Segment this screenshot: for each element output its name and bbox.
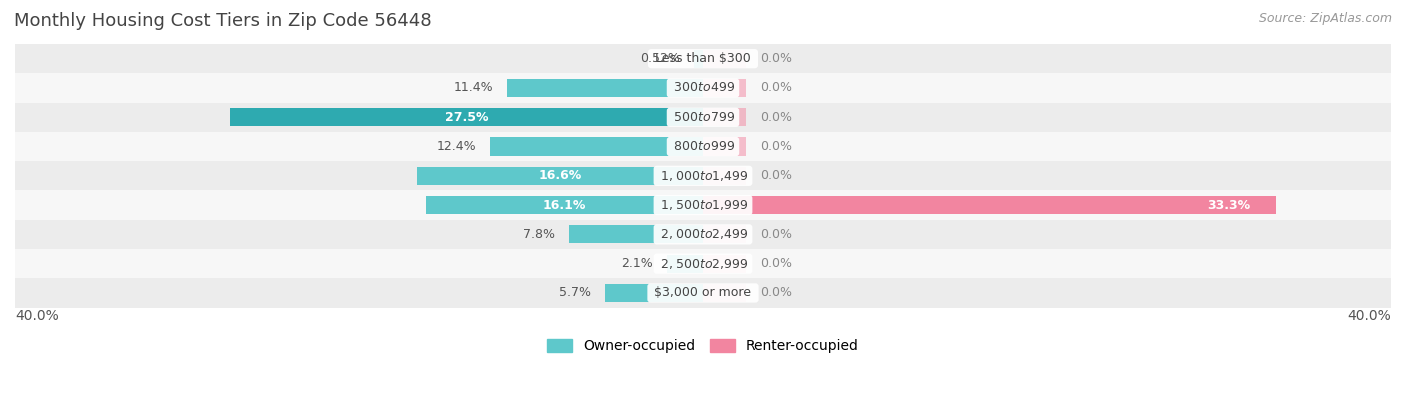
Text: 7.8%: 7.8% [523, 228, 555, 241]
Text: 0.52%: 0.52% [640, 52, 681, 65]
Bar [605, 284, 703, 302]
Bar [703, 79, 747, 97]
Text: 5.7%: 5.7% [560, 286, 591, 300]
Bar [703, 50, 747, 68]
Bar [15, 278, 1391, 308]
Text: Less than $300: Less than $300 [651, 52, 755, 65]
Bar [418, 167, 703, 185]
Text: Monthly Housing Cost Tiers in Zip Code 56448: Monthly Housing Cost Tiers in Zip Code 5… [14, 12, 432, 30]
Text: $2,500 to $2,999: $2,500 to $2,999 [657, 256, 749, 271]
Bar [703, 137, 747, 156]
Bar [489, 137, 703, 156]
Text: 33.3%: 33.3% [1206, 199, 1250, 212]
Text: $1,000 to $1,499: $1,000 to $1,499 [657, 169, 749, 183]
Bar [15, 73, 1391, 103]
Bar [703, 108, 747, 126]
Bar [15, 190, 1391, 220]
Text: 0.0%: 0.0% [759, 228, 792, 241]
Text: 0.0%: 0.0% [759, 286, 792, 300]
Text: $3,000 or more: $3,000 or more [651, 286, 755, 300]
Bar [231, 108, 703, 126]
Text: 40.0%: 40.0% [1347, 309, 1391, 323]
Text: $800 to $999: $800 to $999 [669, 140, 737, 153]
Bar [703, 225, 747, 244]
Text: 12.4%: 12.4% [436, 140, 477, 153]
Text: $300 to $499: $300 to $499 [669, 81, 737, 95]
Bar [666, 254, 703, 273]
Bar [426, 196, 703, 214]
Bar [15, 103, 1391, 132]
Text: 0.0%: 0.0% [759, 52, 792, 65]
Bar [703, 196, 1275, 214]
Text: Source: ZipAtlas.com: Source: ZipAtlas.com [1258, 12, 1392, 25]
Text: $2,000 to $2,499: $2,000 to $2,499 [657, 227, 749, 242]
Bar [703, 167, 747, 185]
Bar [703, 254, 747, 273]
Text: 0.0%: 0.0% [759, 169, 792, 182]
Text: 11.4%: 11.4% [454, 81, 494, 95]
Text: 2.1%: 2.1% [621, 257, 654, 270]
Bar [695, 50, 703, 68]
Bar [15, 161, 1391, 190]
Text: 40.0%: 40.0% [15, 309, 59, 323]
Text: $1,500 to $1,999: $1,500 to $1,999 [657, 198, 749, 212]
Text: 0.0%: 0.0% [759, 257, 792, 270]
Bar [15, 132, 1391, 161]
Text: 16.6%: 16.6% [538, 169, 582, 182]
Legend: Owner-occupied, Renter-occupied: Owner-occupied, Renter-occupied [541, 334, 865, 359]
Bar [15, 220, 1391, 249]
Text: 0.0%: 0.0% [759, 81, 792, 95]
Text: 0.0%: 0.0% [759, 111, 792, 124]
Bar [15, 249, 1391, 278]
Text: 27.5%: 27.5% [444, 111, 488, 124]
Text: 16.1%: 16.1% [543, 199, 586, 212]
Text: $500 to $799: $500 to $799 [669, 111, 737, 124]
Bar [703, 284, 747, 302]
Bar [508, 79, 703, 97]
Bar [15, 44, 1391, 73]
Text: 0.0%: 0.0% [759, 140, 792, 153]
Bar [569, 225, 703, 244]
